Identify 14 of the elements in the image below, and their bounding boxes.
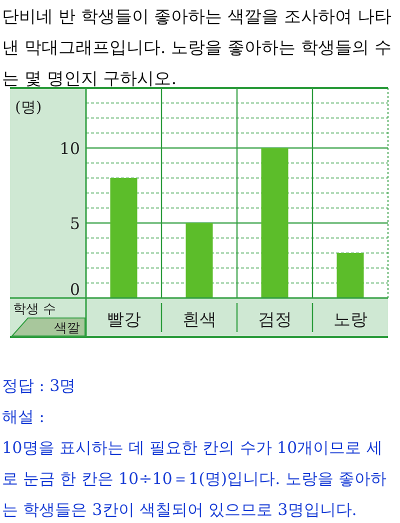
- y-tick-label: 0: [70, 280, 80, 299]
- text: (명): [15, 98, 42, 116]
- text: 정답 : 3명: [2, 375, 77, 397]
- y-axis-title: 학생 수: [13, 302, 56, 317]
- y-tick-label: 10: [60, 139, 80, 158]
- text: 10명을 표시하는 데 필요한 칸의 수가 10개이므로 세로 눈금 한 칸은 10÷10＝1(명)입니다. 노랑을 좋아하는 학생들은 3칸이 색칠되어 있으므로 3명입니다.: [2, 437, 388, 521]
- x-tick-label: 검정: [258, 310, 292, 330]
- chart-title: 단비네 반 학생들이 좋아하는 색깔을 조사하여 나타낸 막대그래프입니다. 노랑을 좋아하는 학생들의 수는 몇 명인지 구하시오.: [2, 6, 392, 91]
- x-tick-label: 노랑: [333, 310, 368, 330]
- text: 해설 :: [2, 406, 46, 428]
- x-tick-label: 빨강: [106, 310, 141, 330]
- y-tick-label: 5: [70, 214, 80, 233]
- x-axis-title: 색깔: [54, 321, 80, 336]
- x-tick-label: 흰색: [182, 310, 216, 330]
